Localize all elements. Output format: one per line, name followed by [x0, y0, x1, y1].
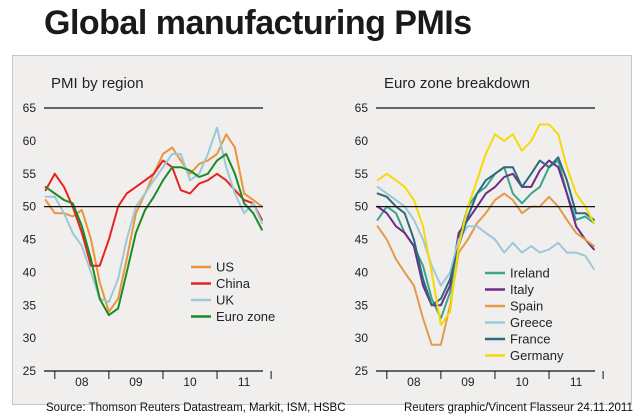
right-legend-label: Italy: [510, 282, 534, 297]
left-chart-subtitle: PMI by region: [51, 75, 144, 92]
left-y-tick-label: 55: [23, 167, 37, 181]
left-x-tick-label: 08: [75, 375, 89, 389]
right-legend-label: France: [510, 332, 550, 347]
right-x-tick-label: 08: [407, 375, 421, 389]
right-series-greece: [376, 185, 595, 287]
left-x-tick-label: 09: [129, 375, 143, 389]
right-y-tick-label: 50: [355, 200, 369, 214]
left-y-tick-label: 25: [23, 364, 37, 378]
right-y-tick-label: 40: [355, 265, 369, 279]
right-y-tick-label: 60: [355, 134, 369, 148]
right-x-tick-label: 09: [461, 375, 475, 389]
left-legend-label: UK: [216, 293, 234, 308]
left-y-tick-label: 60: [23, 134, 37, 148]
right-legend-label: Spain: [510, 299, 543, 314]
left-y-tick-label: 30: [23, 331, 37, 345]
credit-note: Reuters graphic/Vincent Flasseur 24.11.2…: [404, 402, 633, 414]
right-y-tick-label: 65: [355, 101, 369, 115]
left-y-tick-label: 35: [23, 298, 37, 312]
left-series-uk: [44, 126, 263, 303]
right-series-italy: [376, 159, 595, 307]
left-y-tick-label: 45: [23, 233, 37, 247]
source-note: Source: Thomson Reuters Datastream, Mark…: [46, 402, 346, 414]
right-x-tick-label: 10: [515, 375, 529, 389]
left-series-euro-zone: [44, 153, 263, 317]
left-x-tick-label: 11: [238, 375, 251, 389]
right-legend-label: Ireland: [510, 266, 550, 281]
left-legend-label: US: [216, 260, 234, 275]
right-y-tick-label: 25: [355, 364, 369, 378]
right-y-tick-label: 45: [355, 233, 369, 247]
left-legend-label: Euro zone: [216, 309, 275, 324]
right-y-tick-label: 30: [355, 331, 369, 345]
right-legend-label: Germany: [510, 348, 564, 363]
right-series-france: [376, 156, 595, 307]
left-x-tick-label: 10: [183, 375, 197, 389]
right-series-germany: [376, 123, 595, 326]
page-title: Global manufacturing PMIs: [44, 4, 472, 42]
right-y-tick-label: 55: [355, 167, 369, 181]
chart-frame: [12, 55, 632, 405]
left-y-tick-label: 40: [23, 265, 37, 279]
left-y-tick-label: 50: [23, 200, 37, 214]
right-chart-subtitle: Euro zone breakdown: [384, 75, 530, 92]
right-x-tick-label: 11: [570, 375, 583, 389]
left-series-china: [44, 159, 263, 267]
right-y-tick-label: 35: [355, 298, 369, 312]
left-legend-label: China: [216, 276, 251, 291]
right-legend-label: Greece: [510, 315, 553, 330]
left-y-tick-label: 65: [23, 101, 37, 115]
